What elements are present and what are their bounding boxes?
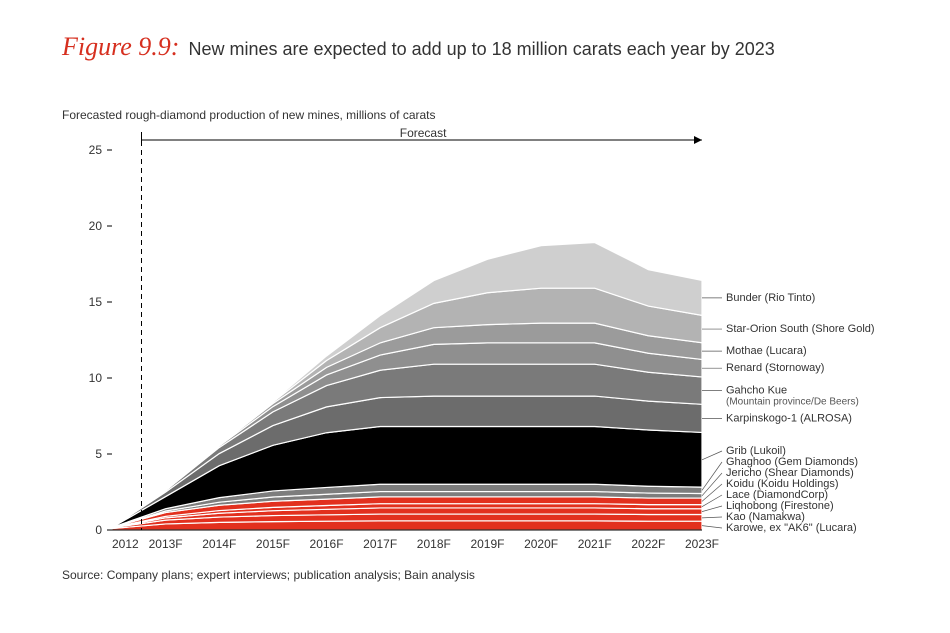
- y-tick-label: 10: [89, 371, 103, 385]
- label-leader: [702, 517, 722, 518]
- series-label: Karowe, ex "AK6" (Lucara): [726, 522, 857, 534]
- label-leader: [702, 451, 722, 460]
- y-tick-label: 20: [89, 219, 103, 233]
- x-tick-label: 2018F: [417, 537, 451, 551]
- series-label: Kao (Namakwa): [726, 511, 805, 523]
- series-label: Karpinskogo-1 (ALROSA): [726, 412, 852, 424]
- y-tick-label: 15: [89, 295, 103, 309]
- x-tick-label: 2016F: [310, 537, 344, 551]
- y-tick-label: 0: [95, 523, 102, 537]
- series-sublabel: (Mountain province/De Beers): [726, 397, 859, 408]
- forecast-label: Forecast: [400, 126, 447, 140]
- figure-number: Figure 9.9:: [62, 32, 179, 61]
- series-label: Lace (DiamondCorp): [726, 489, 828, 501]
- forecast-arrow-head: [694, 136, 702, 144]
- series-label: Koidu (Koidu Holdings): [726, 478, 839, 490]
- x-tick-label: 2022F: [631, 537, 665, 551]
- series-label: Grib (Lukoil): [726, 445, 786, 457]
- y-tick-label: 5: [95, 447, 102, 461]
- x-tick-label: 2021F: [578, 537, 612, 551]
- series-label: Gahcho Kue: [726, 385, 787, 397]
- series-label: Jericho (Shear Diamonds): [726, 467, 854, 479]
- y-tick-label: 25: [89, 143, 103, 157]
- x-tick-label: 2019F: [470, 537, 504, 551]
- label-leader: [702, 495, 722, 507]
- figure-title-text: New mines are expected to add up to 18 m…: [188, 39, 774, 59]
- x-tick-label: 2023F: [685, 537, 719, 551]
- series-label: Bunder (Rio Tinto): [726, 292, 815, 304]
- x-tick-label: 2017F: [363, 537, 397, 551]
- source-note: Source: Company plans; expert interviews…: [62, 568, 475, 582]
- x-tick-label: 2015F: [256, 537, 290, 551]
- label-leader: [702, 526, 722, 528]
- series-label: Liqhobong (Firestone): [726, 500, 834, 512]
- stacked-area-chart: 0 5 10 15 20 25 2012 2013F 2014F 2015F 2016F 2017F 2…: [62, 120, 902, 570]
- label-leader: [702, 506, 722, 512]
- series-label: Mothae (Lucara): [726, 345, 807, 357]
- figure-title: Figure 9.9: New mines are expected to ad…: [62, 32, 775, 62]
- series-label: Renard (Stornoway): [726, 362, 824, 374]
- series-label: Star-Orion South (Shore Gold): [726, 323, 875, 335]
- x-tick-label: 2013F: [149, 537, 183, 551]
- x-tick-label: 2012: [112, 537, 139, 551]
- x-tick-label: 2020F: [524, 537, 558, 551]
- series-label: Ghaghoo (Gem Diamonds): [726, 456, 858, 468]
- x-tick-label: 2014F: [202, 537, 236, 551]
